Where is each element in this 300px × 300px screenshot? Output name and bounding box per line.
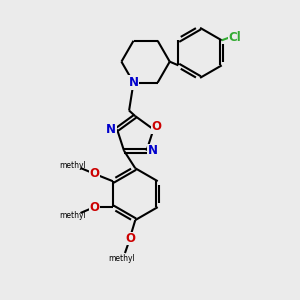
Text: methyl: methyl bbox=[59, 211, 86, 220]
Text: Cl: Cl bbox=[229, 31, 242, 44]
Text: N: N bbox=[147, 144, 158, 157]
Text: O: O bbox=[125, 232, 135, 245]
Text: methyl: methyl bbox=[109, 254, 135, 263]
Text: N: N bbox=[128, 76, 139, 89]
Text: methyl: methyl bbox=[60, 161, 86, 170]
Text: N: N bbox=[106, 123, 116, 136]
Text: O: O bbox=[152, 120, 161, 133]
Text: O: O bbox=[89, 201, 99, 214]
Text: O: O bbox=[90, 167, 100, 180]
